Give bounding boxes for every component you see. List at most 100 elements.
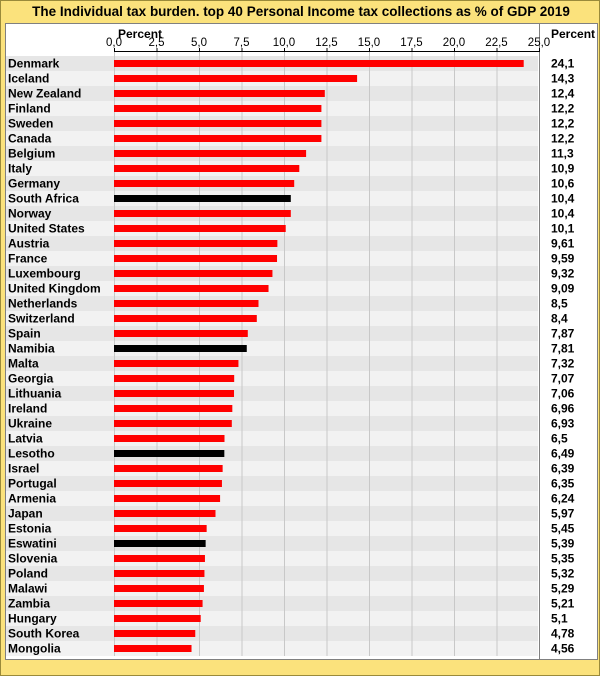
bar xyxy=(114,435,225,442)
value-label: 5,45 xyxy=(551,522,575,536)
row-band xyxy=(6,401,538,416)
category-label: Germany xyxy=(8,177,60,191)
x-tick-label: 2,5 xyxy=(149,37,165,49)
category-label: Estonia xyxy=(8,522,52,536)
bar xyxy=(114,345,247,352)
category-label: Sweden xyxy=(8,117,53,131)
category-label: Israel xyxy=(8,462,39,476)
value-label: 9,59 xyxy=(551,252,575,266)
row-band xyxy=(6,356,538,371)
category-label: United Kingdom xyxy=(8,282,101,296)
value-label: 7,07 xyxy=(551,372,575,386)
value-label: 6,35 xyxy=(551,477,575,491)
x-tick-label: 12,5 xyxy=(315,37,337,49)
bar xyxy=(114,465,223,472)
plot-area: 0,0 2,5 5,0 7,5 10,0 12,5 15,0 17,5 20,0 22,5 25,0… xyxy=(5,23,598,660)
bar xyxy=(114,300,259,307)
x-tick-label: 15,0 xyxy=(358,37,380,49)
category-label: Luxembourg xyxy=(8,267,81,281)
category-label: Eswatini xyxy=(8,537,57,551)
category-label: Denmark xyxy=(8,57,60,71)
category-label: Ireland xyxy=(8,402,47,416)
bar xyxy=(114,120,322,127)
category-label: United States xyxy=(8,222,85,236)
category-label: Lithuania xyxy=(8,387,62,401)
value-label: 5,29 xyxy=(551,582,575,596)
value-label: 7,32 xyxy=(551,357,575,371)
value-label: 10,4 xyxy=(551,192,575,206)
bar xyxy=(114,405,233,412)
row-band xyxy=(6,386,538,401)
value-label: 8,4 xyxy=(551,312,568,326)
row-band xyxy=(6,626,538,641)
category-label: Spain xyxy=(8,327,41,341)
x-tick-label: 10,0 xyxy=(273,37,295,49)
category-label: Hungary xyxy=(8,612,57,626)
bar xyxy=(114,390,235,397)
bar xyxy=(114,255,278,262)
row-band xyxy=(6,446,538,461)
value-label: 10,4 xyxy=(551,207,575,221)
category-label: Belgium xyxy=(8,147,55,161)
row-bands xyxy=(6,56,538,656)
value-label: 6,24 xyxy=(551,492,575,506)
x-tick-label: 5,0 xyxy=(191,37,207,49)
category-label: Mongolia xyxy=(8,642,61,656)
value-column-header: Percent xyxy=(551,27,595,41)
bar xyxy=(114,375,235,382)
row-band xyxy=(6,476,538,491)
category-label: Slovenia xyxy=(8,552,58,566)
bar xyxy=(114,165,300,172)
category-label: Ukraine xyxy=(8,417,52,431)
row-band xyxy=(6,536,538,551)
row-band xyxy=(6,326,538,341)
value-label: 6,93 xyxy=(551,417,575,431)
axis-label: Percent xyxy=(118,27,162,41)
value-label: 9,32 xyxy=(551,267,575,281)
category-label: Japan xyxy=(8,507,43,521)
category-label: Malawi xyxy=(8,582,47,596)
x-tick-label: 17,5 xyxy=(400,37,422,49)
row-band xyxy=(6,611,538,626)
category-label: Lesotho xyxy=(8,447,55,461)
value-label: 10,1 xyxy=(551,222,575,236)
row-band xyxy=(6,341,538,356)
bar xyxy=(114,450,225,457)
bar xyxy=(114,420,232,427)
value-label: 9,09 xyxy=(551,282,575,296)
value-label: 14,3 xyxy=(551,72,575,86)
bar xyxy=(114,75,358,82)
bar xyxy=(114,270,273,277)
bar xyxy=(114,360,239,367)
bar xyxy=(114,150,307,157)
category-label: Switzerland xyxy=(8,312,75,326)
bar xyxy=(114,180,295,187)
bar xyxy=(114,240,278,247)
bar xyxy=(114,615,201,622)
bar xyxy=(114,525,207,532)
value-label: 5,32 xyxy=(551,567,575,581)
bar xyxy=(114,60,524,67)
row-band xyxy=(6,551,538,566)
x-tick-label: 25,0 xyxy=(528,37,550,49)
category-label: New Zealand xyxy=(8,87,81,101)
value-label: 5,39 xyxy=(551,537,575,551)
bar xyxy=(114,225,286,232)
value-label: 4,56 xyxy=(551,642,575,656)
value-label: 6,49 xyxy=(551,447,575,461)
category-label: South Korea xyxy=(8,627,80,641)
bar xyxy=(114,90,325,97)
category-label: France xyxy=(8,252,48,266)
category-label: Netherlands xyxy=(8,297,78,311)
category-label: Georgia xyxy=(8,372,54,386)
value-label: 9,61 xyxy=(551,237,575,251)
row-band xyxy=(6,596,538,611)
row-band xyxy=(6,491,538,506)
row-band xyxy=(6,416,538,431)
bar xyxy=(114,105,322,112)
value-label: 24,1 xyxy=(551,57,575,71)
row-band xyxy=(6,311,538,326)
bar xyxy=(114,585,204,592)
row-band xyxy=(6,281,538,296)
